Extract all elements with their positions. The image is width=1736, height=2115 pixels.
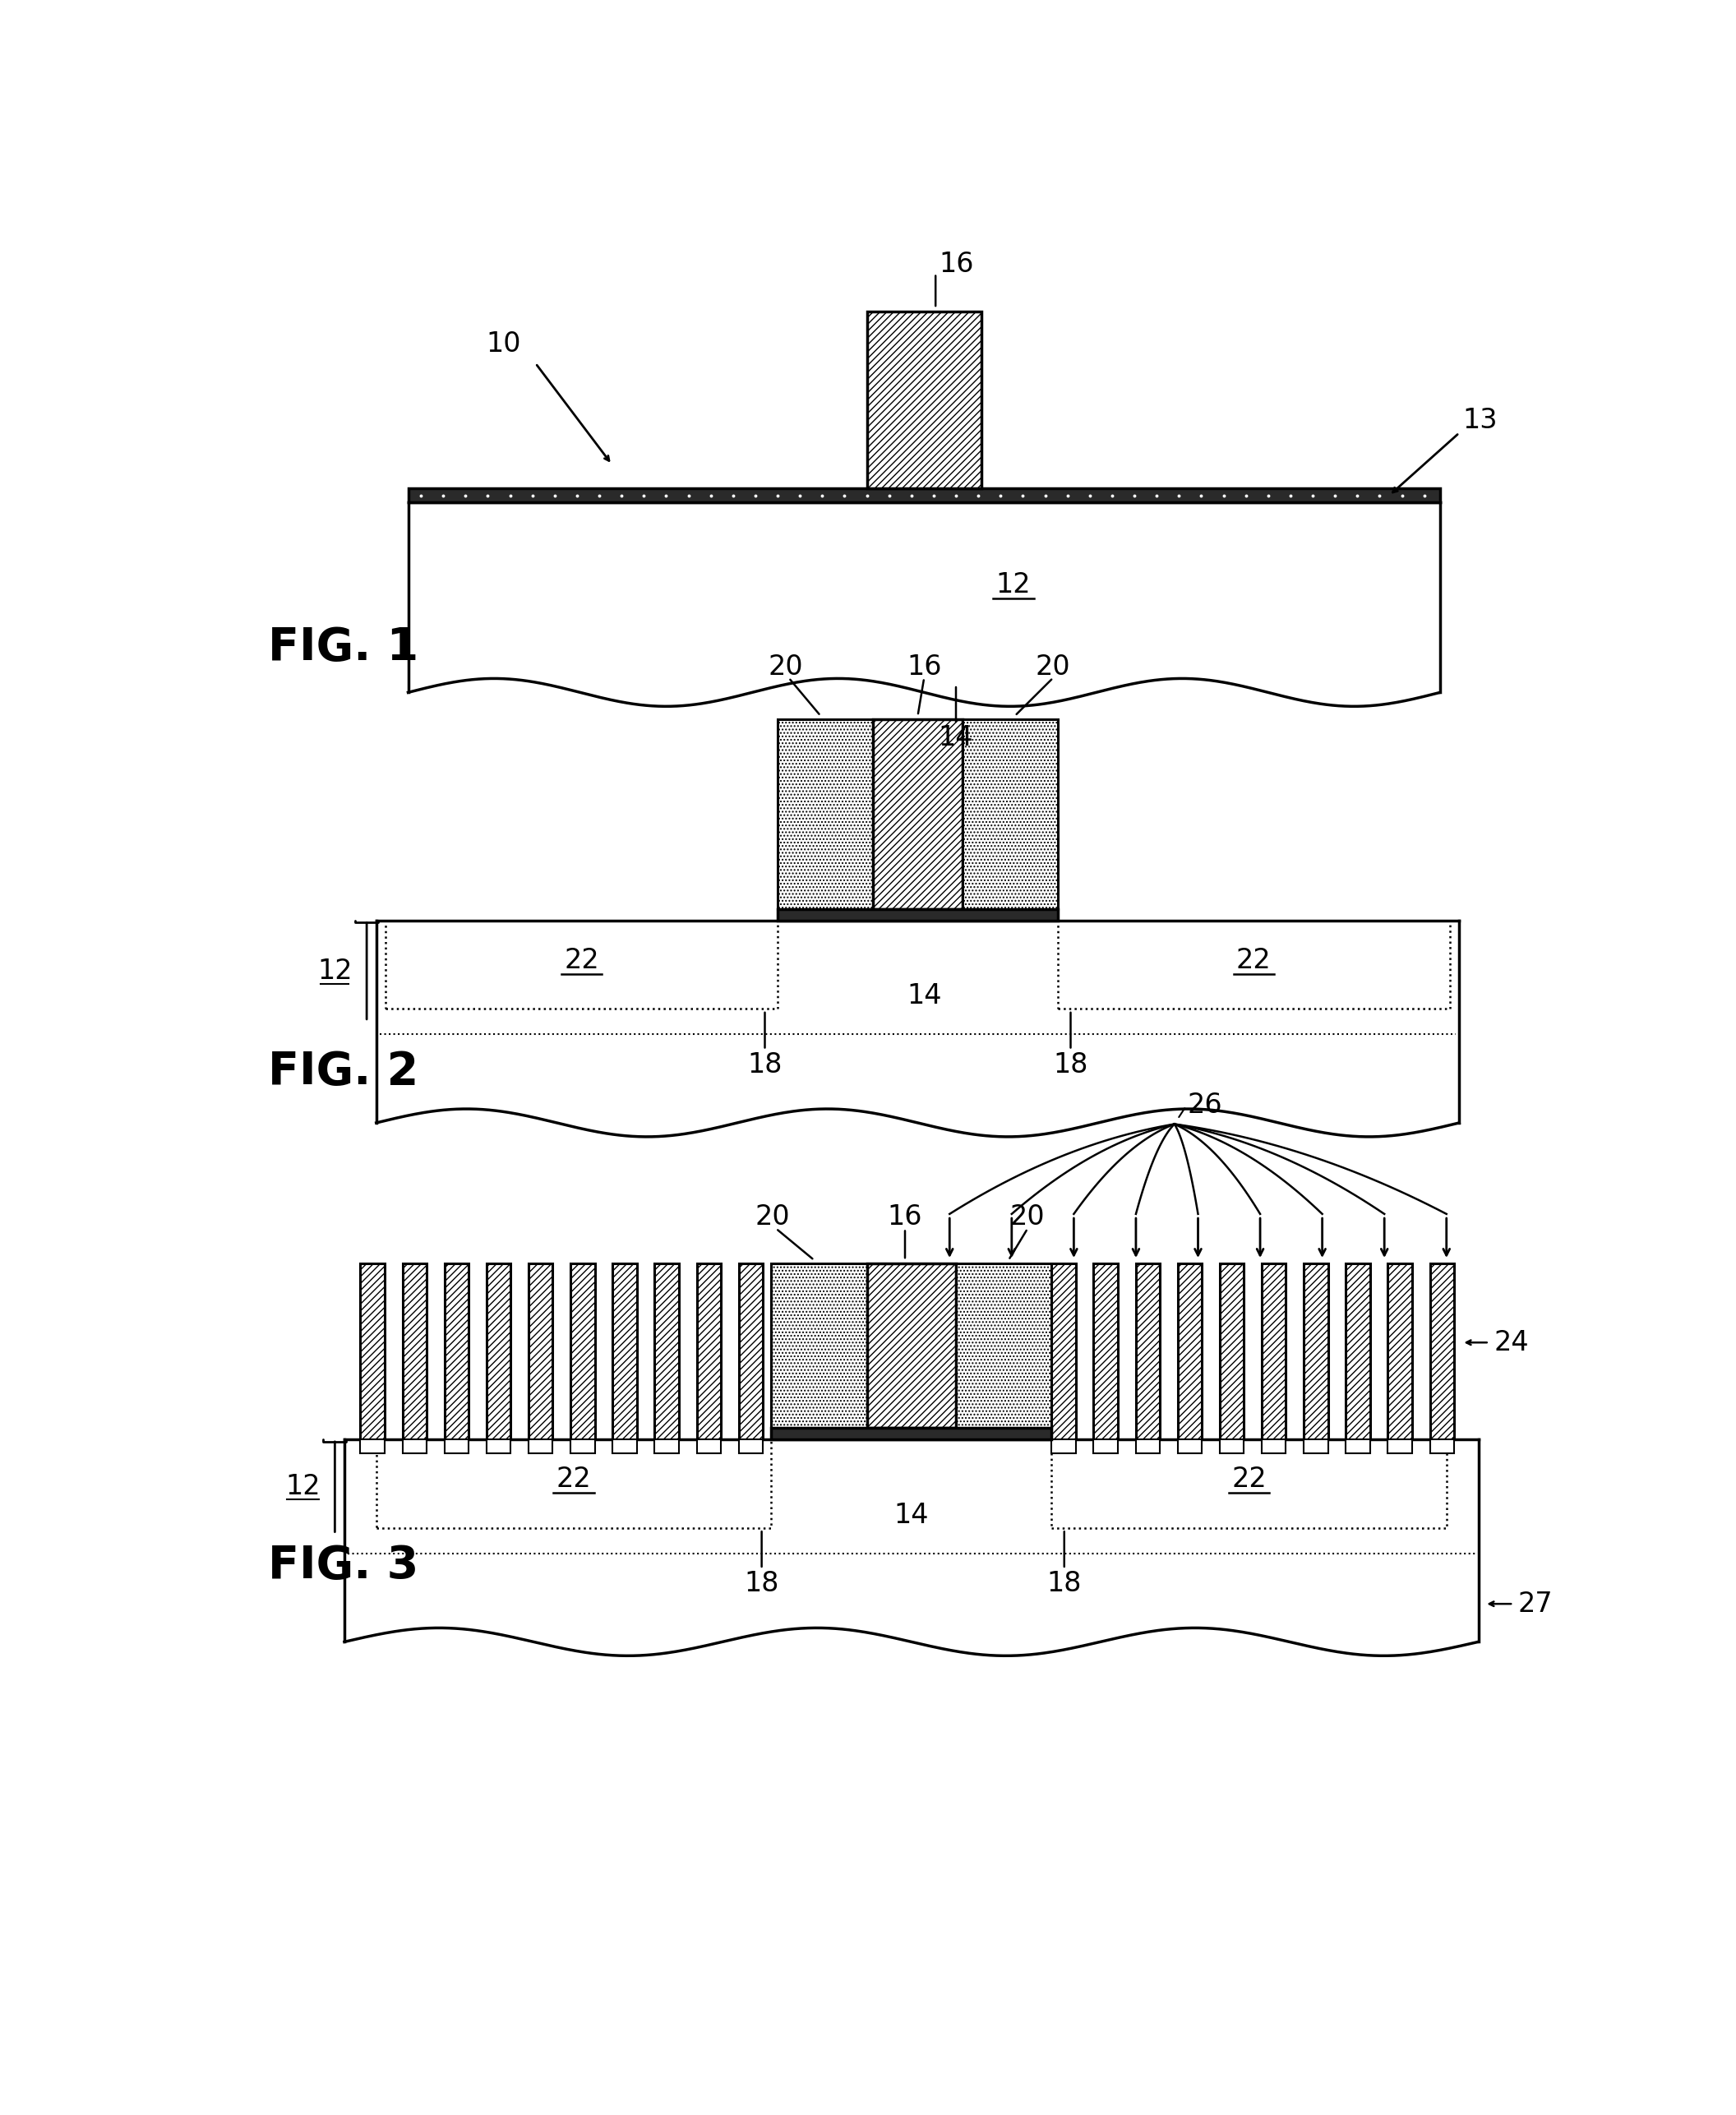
Bar <box>866 1263 957 1428</box>
Text: 18: 18 <box>1047 1569 1082 1597</box>
Bar <box>696 1263 720 1440</box>
Text: 12: 12 <box>996 571 1031 599</box>
Polygon shape <box>377 920 1460 1136</box>
Bar <box>654 1440 679 1453</box>
Bar <box>1094 1440 1118 1453</box>
Text: 18: 18 <box>745 1569 779 1597</box>
Bar <box>528 1440 552 1453</box>
Text: FIG. 3: FIG. 3 <box>267 1544 418 1588</box>
Bar <box>1052 1440 1446 1527</box>
Text: FIG. 2: FIG. 2 <box>267 1049 418 1093</box>
Bar <box>1262 1440 1286 1453</box>
Text: 20: 20 <box>1036 654 1071 681</box>
Bar <box>1220 1440 1245 1453</box>
Bar <box>1177 1263 1201 1440</box>
Text: 27: 27 <box>1517 1590 1552 1618</box>
Bar <box>361 1263 385 1440</box>
Text: 18: 18 <box>1054 1051 1088 1079</box>
Bar <box>1387 1263 1411 1440</box>
Bar <box>1262 1263 1286 1440</box>
Text: 22: 22 <box>1236 948 1271 973</box>
Bar <box>696 1440 720 1453</box>
Bar <box>613 1263 637 1440</box>
Bar <box>866 311 981 489</box>
Bar <box>571 1263 595 1440</box>
Bar <box>1057 920 1450 1009</box>
Text: 24: 24 <box>1493 1328 1529 1356</box>
Bar <box>377 1440 771 1527</box>
Bar <box>771 1428 1052 1440</box>
Bar <box>1345 1263 1370 1440</box>
Text: 16: 16 <box>887 1203 922 1231</box>
Bar <box>1135 1263 1160 1440</box>
Text: 16: 16 <box>906 654 941 681</box>
Text: 20: 20 <box>755 1203 790 1231</box>
Bar <box>740 1263 762 1440</box>
Bar <box>528 1263 552 1440</box>
Text: 12: 12 <box>318 958 352 983</box>
Text: 16: 16 <box>939 250 974 277</box>
Bar <box>403 1440 427 1453</box>
Text: FIG. 1: FIG. 1 <box>267 626 418 670</box>
Text: 14: 14 <box>939 725 974 751</box>
Bar <box>778 909 1057 920</box>
Bar <box>771 1263 866 1428</box>
Polygon shape <box>344 1440 1479 1656</box>
Bar <box>1135 1440 1160 1453</box>
Bar <box>778 719 873 909</box>
Bar <box>1430 1440 1455 1453</box>
Bar <box>613 1440 637 1453</box>
Bar <box>1304 1263 1328 1440</box>
Bar <box>403 1263 427 1440</box>
Text: 20: 20 <box>1010 1203 1045 1231</box>
Bar <box>444 1263 469 1440</box>
Bar <box>1345 1440 1370 1453</box>
Text: 22: 22 <box>564 948 599 973</box>
Bar <box>444 1440 469 1453</box>
Text: 20: 20 <box>767 654 804 681</box>
Bar <box>486 1440 510 1453</box>
Polygon shape <box>408 503 1441 706</box>
Text: 13: 13 <box>1462 406 1498 434</box>
Text: 12: 12 <box>285 1474 321 1500</box>
Text: 22: 22 <box>1231 1466 1267 1493</box>
Bar <box>1220 1263 1245 1440</box>
Bar <box>957 1263 1052 1428</box>
Bar <box>385 920 778 1009</box>
Text: 18: 18 <box>748 1051 783 1079</box>
Bar <box>1052 1440 1076 1453</box>
Bar <box>571 1440 595 1453</box>
Text: 14: 14 <box>906 983 941 1009</box>
Text: 26: 26 <box>1187 1091 1222 1119</box>
Bar <box>873 719 962 909</box>
Bar <box>654 1263 679 1440</box>
Bar <box>1304 1440 1328 1453</box>
Bar <box>1430 1263 1455 1440</box>
Text: 22: 22 <box>556 1466 592 1493</box>
Bar <box>486 1263 510 1440</box>
Bar <box>1177 1440 1201 1453</box>
Bar <box>408 489 1441 503</box>
Bar <box>1387 1440 1411 1453</box>
Bar <box>962 719 1057 909</box>
Bar <box>1052 1263 1076 1440</box>
Bar <box>1094 1263 1118 1440</box>
Bar <box>361 1440 385 1453</box>
Text: 10: 10 <box>486 330 521 357</box>
Bar <box>740 1440 762 1453</box>
Text: 14: 14 <box>894 1502 929 1529</box>
